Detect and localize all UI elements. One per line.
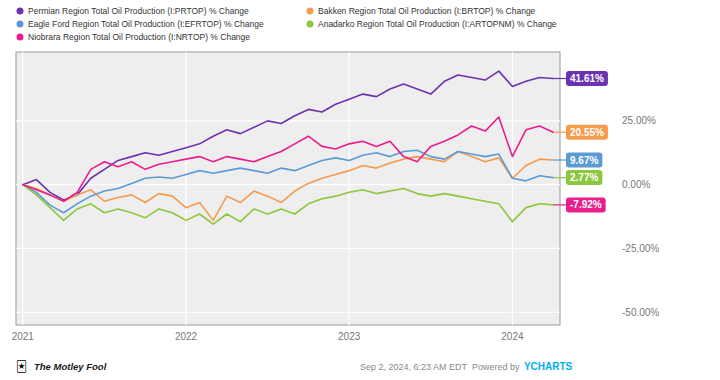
x-tick-label: 2021	[12, 331, 35, 342]
badge-connector	[553, 132, 566, 133]
x-grid-line	[349, 52, 350, 325]
y-tick-label: -50.00%	[622, 307, 659, 318]
legend-marker	[307, 21, 314, 28]
badge-connector	[553, 159, 566, 160]
y-tick-label: -25.00%	[622, 243, 659, 254]
badge-label: 9.67%	[570, 155, 598, 166]
badge	[566, 170, 602, 185]
y-grid-line	[16, 184, 560, 185]
badge-label: 20.55%	[570, 127, 604, 138]
x-grid-line	[512, 52, 513, 325]
x-tick-label: 2024	[501, 331, 524, 342]
x-tick-label: 2022	[175, 331, 198, 342]
legend-label: Bakken Region Total Oil Production (I:BR…	[318, 6, 536, 16]
legend-label: Niobrara Region Total Oil Production (I:…	[28, 32, 250, 42]
series-line	[23, 117, 553, 201]
series-line	[23, 71, 553, 200]
x-tick-label: 2023	[338, 331, 361, 342]
series-line	[23, 185, 553, 225]
y-grid-line	[16, 248, 560, 249]
badge-label: 2.77%	[570, 172, 598, 183]
legend-label: Anadarko Region Total Oil Production (I:…	[318, 19, 557, 29]
plot-area	[16, 52, 560, 325]
badge	[566, 125, 608, 140]
y-tick-label: 0.00%	[622, 179, 650, 190]
y-grid-line	[16, 312, 560, 313]
legend-marker	[17, 8, 24, 15]
badge	[566, 197, 606, 212]
series-line	[23, 152, 553, 221]
x-grid-line	[22, 52, 23, 325]
badge-connector	[553, 204, 566, 205]
badge	[566, 153, 602, 168]
legend-marker	[17, 34, 24, 41]
legend-label: Permian Region Total Oil Production (I:P…	[28, 6, 249, 16]
footer-icon: 🃏	[16, 360, 27, 373]
badge-connector	[553, 78, 566, 79]
badge-label: -7.92%	[570, 199, 602, 210]
legend-marker	[17, 21, 24, 28]
chart: -50.00% -25.00% 0.00% 25.00% 2021 2022 2023 202…	[0, 0, 720, 380]
legend-label: Eagle Ford Region Total Oil Production (…	[28, 19, 264, 29]
lines	[23, 71, 553, 224]
badge-connector	[553, 177, 566, 178]
y-tick-label: 25.00%	[622, 115, 656, 126]
legend-marker	[307, 8, 314, 15]
legend: Permian Region Total Oil Production (I:P…	[17, 6, 557, 42]
badge-label: 41.61%	[570, 73, 604, 84]
x-grid-line	[185, 52, 186, 325]
footer-date: Sep 2, 2024, 6:23 AM EDT Powered by	[360, 362, 522, 372]
series-line	[23, 150, 553, 213]
footer-logo: The Motley Fool	[34, 361, 107, 372]
badge	[566, 71, 608, 86]
footer-source: YCHARTS	[524, 361, 573, 372]
